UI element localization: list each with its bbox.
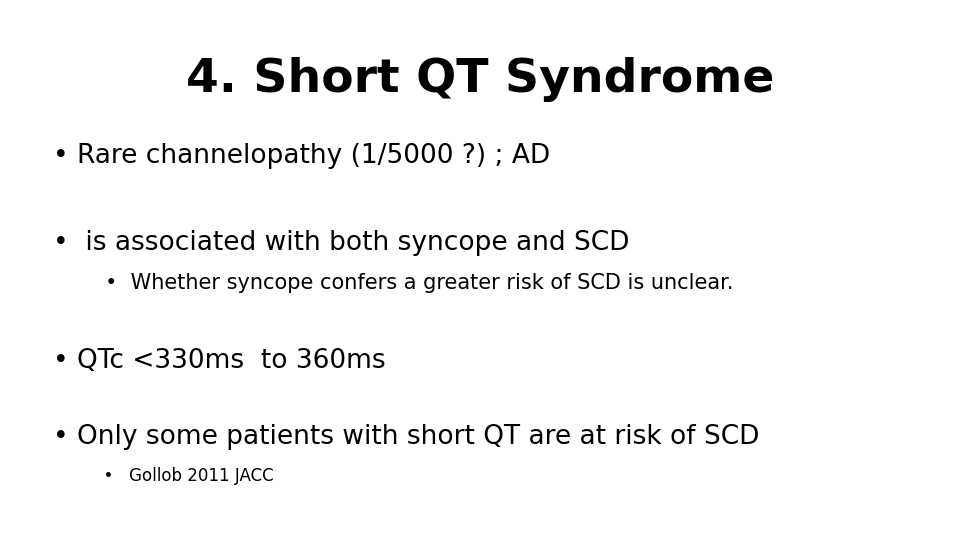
Text: • QTc <330ms  to 360ms: • QTc <330ms to 360ms (53, 348, 385, 374)
Text: • Rare channelopathy (1/5000 ?) ; AD: • Rare channelopathy (1/5000 ?) ; AD (53, 143, 550, 169)
Text: • Only some patients with short QT are at risk of SCD: • Only some patients with short QT are a… (53, 424, 759, 450)
Text: 4. Short QT Syndrome: 4. Short QT Syndrome (186, 57, 774, 102)
Text: •  is associated with both syncope and SCD: • is associated with both syncope and SC… (53, 230, 629, 255)
Text: •  Whether syncope confers a greater risk of SCD is unclear.: • Whether syncope confers a greater risk… (72, 273, 733, 293)
Text: •   Gollob 2011 JACC: • Gollob 2011 JACC (72, 467, 274, 485)
